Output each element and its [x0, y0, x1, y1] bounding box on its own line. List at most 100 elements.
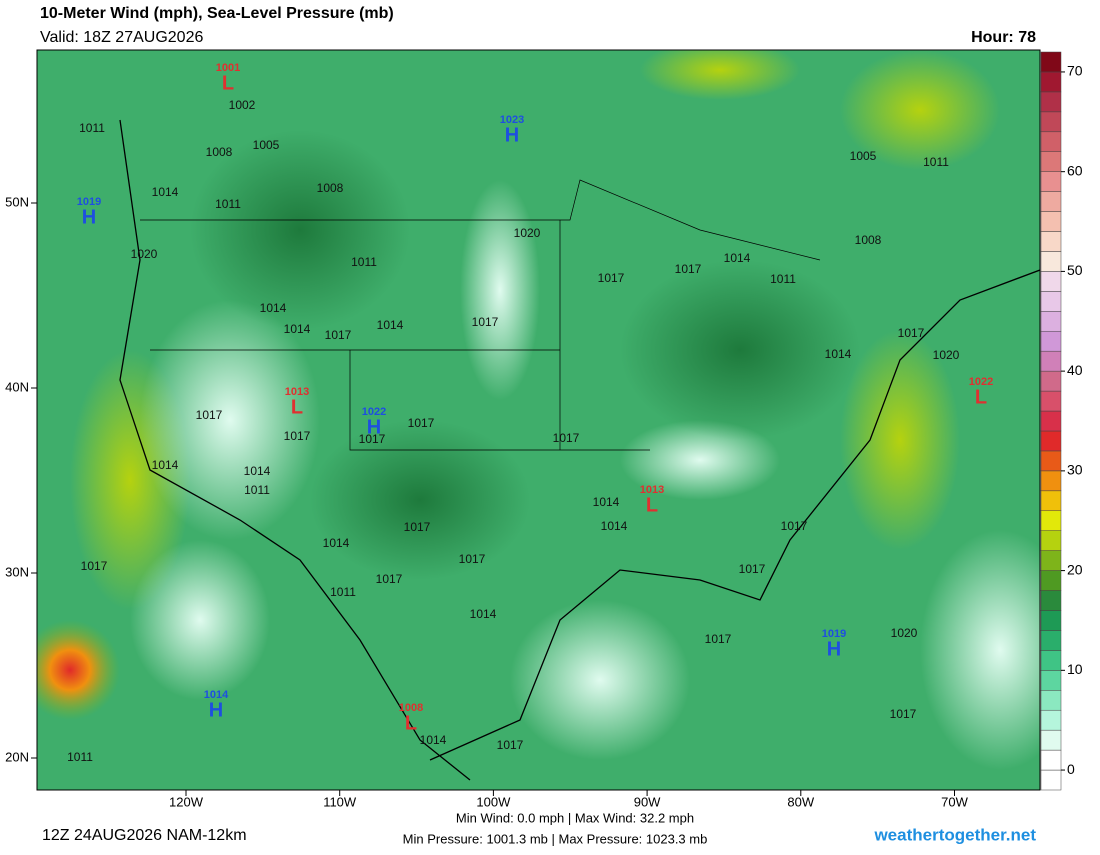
isobar-label: 1014 — [825, 347, 852, 361]
isobar-label: 1014 — [470, 607, 497, 621]
colorbar-band — [1040, 311, 1062, 332]
colorbar-label: 60 — [1067, 162, 1083, 178]
colorbar-label: 0 — [1067, 761, 1075, 777]
lon-label: 80W — [787, 794, 814, 809]
isobar-label: 1017 — [890, 707, 917, 721]
colorbar-band — [1040, 51, 1062, 73]
center-value: 1022 — [969, 376, 993, 388]
colorbar-band — [1040, 390, 1062, 412]
isobar-label: 1014 — [260, 301, 287, 315]
isobar-label: 1017 — [898, 326, 925, 340]
model-run: 12Z 24AUG2026 NAM-12km — [42, 827, 247, 844]
colorbar-band — [1040, 271, 1062, 292]
colorbar-band — [1040, 131, 1062, 152]
isobar-label: 1017 — [359, 432, 386, 446]
colorbar-band — [1040, 769, 1062, 791]
colorbar-band — [1040, 350, 1062, 372]
colorbar-label: 10 — [1067, 661, 1083, 677]
lon-label: 70W — [941, 794, 968, 809]
center-value: 1022 — [362, 406, 386, 418]
colorbar-band — [1040, 690, 1062, 711]
colorbar-band — [1040, 729, 1062, 751]
colorbar-band — [1040, 650, 1062, 671]
isobar-label: 1014 — [420, 733, 447, 747]
colorbar-band — [1040, 171, 1062, 192]
lat-label: 50N — [5, 194, 29, 209]
colorbar-band — [1040, 151, 1062, 172]
isobar-label: 1014 — [152, 185, 179, 199]
isobar-label: 1011 — [923, 155, 949, 169]
isobar-label: 1014 — [724, 251, 751, 265]
isobar-label: 1017 — [739, 562, 766, 576]
isobar-label: 1020 — [933, 348, 960, 362]
isobar-label: 1017 — [472, 315, 499, 329]
pressure-stats: Min Pressure: 1001.3 mb | Max Pressure: … — [403, 831, 708, 846]
isobar-label: 1014 — [601, 519, 628, 533]
forecast-hour: Hour: 78 — [971, 29, 1036, 46]
colorbar-band — [1040, 550, 1062, 571]
colorbar-band — [1040, 570, 1062, 591]
colorbar-band — [1040, 111, 1062, 133]
center-value: 1013 — [285, 386, 309, 398]
center-symbol: H — [209, 699, 223, 721]
isobar-label: 1011 — [244, 483, 270, 497]
lat-label: 40N — [5, 379, 29, 394]
isobar-label: 1017 — [781, 519, 808, 533]
colorbar-band — [1040, 630, 1062, 651]
isobar-label: 1008 — [206, 145, 233, 159]
isobar-label: 1017 — [376, 572, 403, 586]
lat-label: 30N — [5, 564, 29, 579]
lon-label: 100W — [476, 794, 511, 809]
map-frame — [36, 49, 1041, 791]
valid-time: Valid: 18Z 27AUG2026 — [40, 29, 203, 46]
colorbar-band — [1040, 191, 1062, 212]
isobar-label: 1017 — [497, 738, 524, 752]
colorbar-band — [1040, 590, 1062, 611]
colorbar-band — [1040, 91, 1062, 113]
isobar-label: 1014 — [152, 458, 179, 472]
center-value: 1008 — [399, 702, 423, 714]
colorbar-label: 20 — [1067, 561, 1083, 577]
isobar-label: 1011 — [351, 255, 377, 269]
isobar-label: 1014 — [284, 322, 311, 336]
center-symbol: H — [367, 416, 381, 438]
isobar-label: 1017 — [598, 271, 625, 285]
isobar-label: 1017 — [675, 262, 702, 276]
isobar-label: 1011 — [215, 197, 241, 211]
center-symbol: L — [291, 396, 303, 418]
colorbar-band — [1040, 251, 1062, 272]
isobar-label: 1017 — [705, 632, 732, 646]
isobar-label: 1017 — [284, 429, 311, 443]
isobar-label: 1017 — [81, 559, 108, 573]
isobar-label: 1017 — [325, 328, 352, 342]
center-value: 1019 — [77, 196, 101, 208]
lat-label: 20N — [5, 749, 29, 764]
colorbar-band — [1040, 430, 1062, 452]
center-symbol: L — [405, 712, 417, 734]
colorbar-band — [1040, 71, 1062, 93]
isobar-label: 1011 — [67, 750, 93, 764]
colorbar-band — [1040, 749, 1062, 771]
isobar-label: 1017 — [553, 431, 580, 445]
colorbar-label: 30 — [1067, 462, 1083, 478]
center-value: 1001 — [216, 62, 240, 74]
isobar-label: 1008 — [855, 233, 882, 247]
center-value: 1023 — [500, 114, 524, 126]
site-credit: weathertogether.net — [873, 825, 1036, 844]
isobar-label: 1011 — [330, 585, 356, 599]
isobar-label: 1020 — [891, 626, 918, 640]
center-symbol: H — [827, 638, 841, 660]
isobar-label: 1005 — [253, 138, 280, 152]
colorbar-band — [1040, 231, 1062, 252]
colorbar-label: 50 — [1067, 262, 1083, 278]
colorbar-band — [1040, 610, 1062, 631]
isobar-label: 1014 — [593, 495, 620, 509]
colorbar-band — [1040, 670, 1062, 691]
map-field — [37, 50, 1040, 790]
colorbar-band — [1040, 410, 1062, 432]
colorbar-band — [1040, 291, 1062, 312]
isobar-label: 1011 — [770, 272, 796, 286]
isobar-label: 1020 — [514, 226, 541, 240]
lon-label: 120W — [169, 794, 204, 809]
title: 10-Meter Wind (mph), Sea-Level Pressure … — [40, 5, 394, 22]
